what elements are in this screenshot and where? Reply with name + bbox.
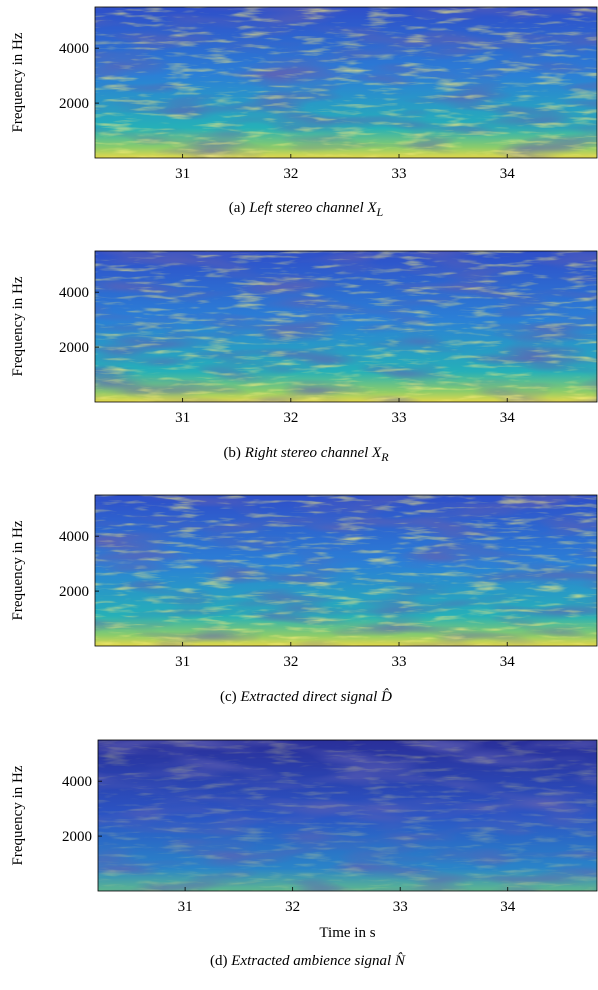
- caption-subscript: R: [380, 450, 389, 464]
- x-tick-label: 32: [283, 654, 298, 670]
- x-tick-label: 33: [392, 410, 407, 426]
- y-tick-label: 4000: [59, 285, 89, 301]
- caption-symbol: X: [371, 445, 382, 461]
- caption-symbol: N̂: [394, 953, 406, 969]
- plot-frame: [97, 739, 598, 892]
- caption-label: (a): [229, 200, 246, 216]
- caption-subscript: L: [376, 205, 384, 219]
- x-tick-label: 34: [500, 654, 516, 670]
- plot-frame: [94, 250, 598, 403]
- caption-text: Extracted direct signal: [239, 689, 377, 705]
- spectrogram-texture: [95, 251, 597, 402]
- panel: 31 32 33 34 2000 4000 Frequency in Hz (b) Right…: [10, 250, 598, 464]
- x-axis-label: Time in s: [319, 925, 375, 941]
- panel: 31 32 33 34 2000 4000 Frequency in Hz (c) Extra…: [10, 494, 598, 705]
- y-axis-label: Frequency in Hz: [10, 32, 26, 132]
- caption: (a) Left stereo channel XL: [229, 200, 384, 219]
- caption: (c) Extracted direct signal D̂: [220, 689, 392, 705]
- x-tick-label: 31: [175, 166, 190, 182]
- y-tick-label: 4000: [59, 529, 89, 545]
- x-tick-label: 33: [393, 899, 408, 915]
- panel: 31 32 33 34 2000 4000 Frequency in Hz (a) Left …: [10, 6, 598, 219]
- x-tick-label: 33: [392, 166, 407, 182]
- y-tick-label: 2000: [59, 584, 89, 600]
- caption-text: Extracted ambience signal: [230, 953, 391, 969]
- caption-text: Right stereo channel: [244, 445, 369, 461]
- x-tick-label: 32: [285, 899, 300, 915]
- x-tick-label: 31: [178, 899, 193, 915]
- caption: (b) Right stereo channel XR: [223, 445, 389, 464]
- y-tick-label: 2000: [59, 340, 89, 356]
- x-tick-label: 33: [392, 654, 407, 670]
- y-tick-label: 2000: [62, 829, 92, 845]
- caption-symbol: X: [366, 200, 377, 216]
- caption-text: Left stereo channel: [248, 200, 363, 216]
- y-axis-label: Frequency in Hz: [10, 765, 26, 865]
- y-tick-label: 4000: [62, 774, 92, 790]
- panel: 31 32 33 34 2000 4000 Frequency in Hz Time in s…: [10, 739, 598, 969]
- spectrogram-texture: [95, 7, 597, 158]
- caption: (d) Extracted ambience signal N̂: [210, 953, 406, 969]
- x-tick-label: 32: [283, 166, 298, 182]
- x-tick-label: 34: [500, 899, 516, 915]
- plot-frame: [94, 494, 598, 647]
- y-axis-label: Frequency in Hz: [10, 276, 26, 376]
- x-tick-label: 31: [175, 410, 190, 426]
- x-tick-label: 34: [500, 166, 516, 182]
- caption-symbol: D̂: [380, 689, 392, 705]
- y-tick-label: 4000: [59, 41, 89, 57]
- x-tick-label: 34: [500, 410, 516, 426]
- plot-frame: [94, 6, 598, 159]
- y-tick-label: 2000: [59, 96, 89, 112]
- x-tick-label: 31: [175, 654, 190, 670]
- y-axis-label: Frequency in Hz: [10, 520, 26, 620]
- x-tick-label: 32: [283, 410, 298, 426]
- spectrogram-texture: [98, 740, 597, 891]
- spectrogram-texture: [95, 495, 597, 646]
- caption-label: (c): [220, 689, 237, 705]
- caption-label: (b): [223, 445, 241, 461]
- caption-label: (d): [210, 953, 228, 969]
